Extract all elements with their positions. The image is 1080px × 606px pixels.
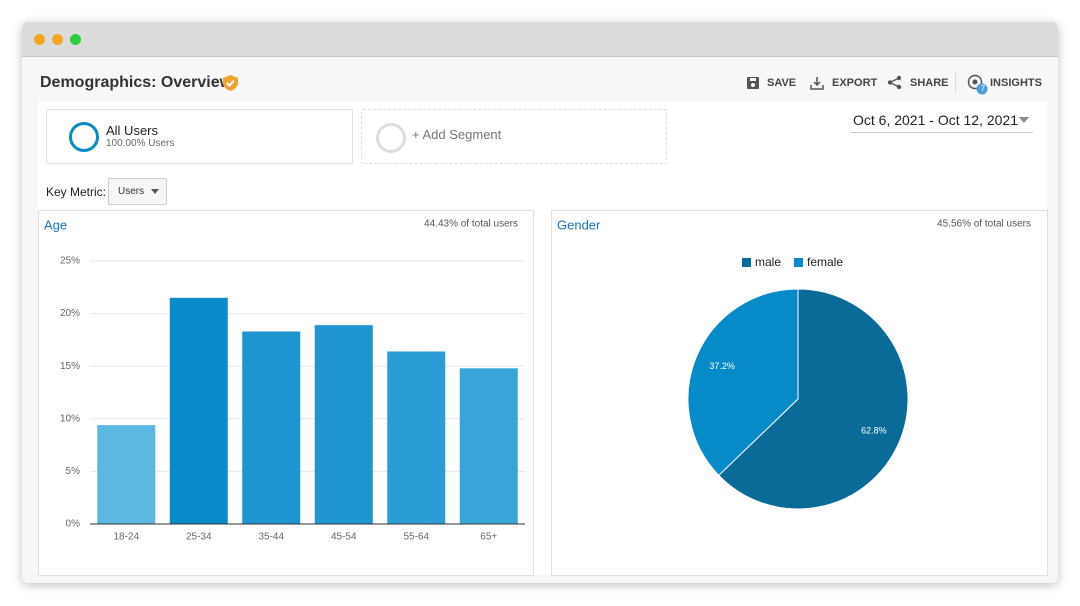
segment-detail: 100.00% Users	[106, 138, 175, 149]
y-tick-label: 20%	[60, 308, 80, 319]
segment-card[interactable]: All Users 100.00% Users	[46, 109, 353, 164]
bar	[242, 331, 301, 524]
pie-slice	[687, 288, 799, 477]
save-button[interactable]: SAVE	[767, 77, 797, 89]
insights-icon	[967, 74, 988, 95]
x-tick-label: 18-24	[113, 532, 139, 543]
minimize-dot[interactable]	[52, 34, 63, 45]
add-segment-ring	[376, 123, 406, 153]
bar	[169, 297, 228, 524]
y-tick-label: 10%	[60, 413, 80, 424]
date-range[interactable]: Oct 6, 2021 - Oct 12, 2021	[853, 112, 1018, 128]
date-caret	[1019, 117, 1029, 123]
verified-badge	[223, 75, 238, 91]
toolbar-divider	[955, 72, 956, 94]
share-button[interactable]: SHARE	[910, 77, 949, 89]
segment-name: All Users	[106, 123, 159, 138]
export-button[interactable]: EXPORT	[832, 77, 878, 89]
data-label: 37.2%	[709, 361, 735, 371]
add-segment-label: + Add Segment	[412, 127, 502, 142]
insights-button[interactable]: INSIGHTS	[990, 77, 1042, 89]
chart-subtitle: 45.56% of total users	[937, 219, 1031, 230]
export-icon	[810, 77, 824, 90]
x-tick-label: 35-44	[258, 532, 284, 543]
dropdown-caret	[151, 189, 159, 194]
bar	[459, 368, 518, 524]
key-metric-dropdown[interactable]: Users	[108, 178, 167, 205]
save-icon	[747, 77, 759, 89]
x-tick-label: 45-54	[331, 532, 357, 543]
title-bar	[22, 22, 1058, 57]
chart-title: Age	[44, 217, 67, 232]
data-label: 62.8%	[861, 426, 887, 436]
date-underline	[850, 132, 1033, 133]
segment-ring	[69, 122, 99, 152]
close-dot[interactable]	[34, 34, 45, 45]
add-segment[interactable]: + Add Segment	[361, 109, 667, 164]
legend-swatch	[794, 258, 803, 267]
bar	[97, 425, 156, 524]
key-metric-label: Key Metric:	[46, 185, 107, 199]
page-title: Demographics: Overview	[40, 74, 233, 91]
legend-label: female	[807, 255, 843, 269]
x-tick-label: 65+	[480, 532, 497, 543]
y-tick-label: 25%	[60, 256, 80, 267]
gender-panel	[551, 210, 1048, 576]
legend-swatch	[742, 258, 751, 267]
y-tick-label: 5%	[66, 466, 81, 477]
maximize-dot[interactable]	[70, 34, 81, 45]
pie-slice	[718, 288, 909, 510]
y-tick-label: 15%	[60, 361, 80, 372]
bar	[314, 325, 373, 524]
chart-subtitle: 44.43% of total users	[424, 219, 518, 230]
x-tick-label: 55-64	[403, 532, 429, 543]
key-metric-value: Users	[118, 186, 145, 197]
share-icon	[887, 75, 902, 90]
legend-label: male	[755, 255, 781, 269]
bar	[387, 351, 446, 524]
x-tick-label: 25-34	[186, 532, 212, 543]
insights-badge: 7	[980, 84, 986, 93]
y-tick-label: 0%	[66, 519, 81, 530]
chart-title: Gender	[557, 217, 601, 232]
